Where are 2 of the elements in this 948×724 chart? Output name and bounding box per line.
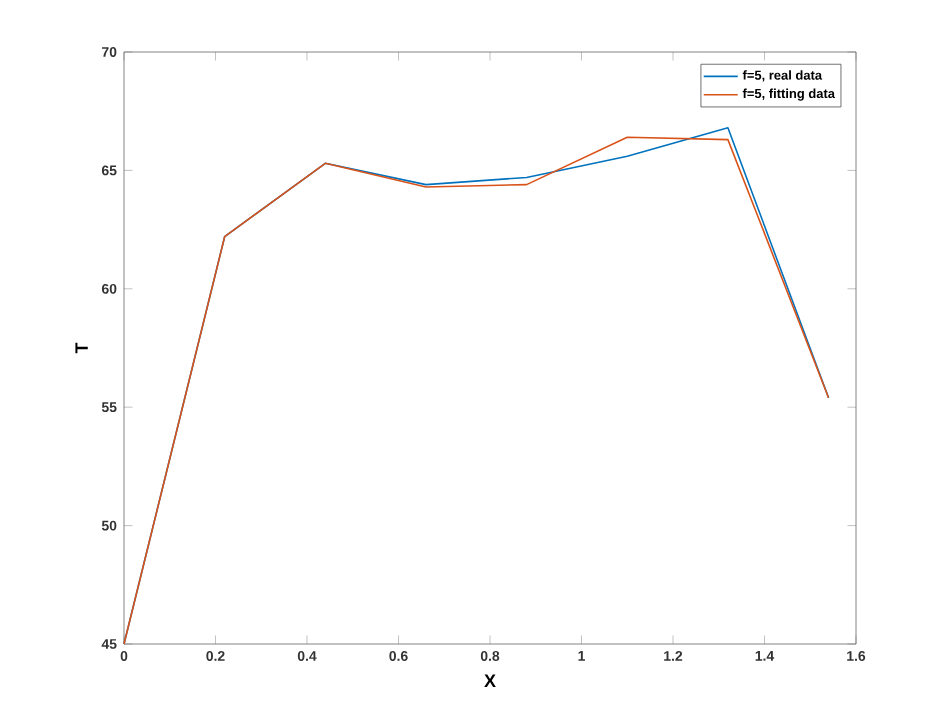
y-axis-title: T [75, 342, 88, 354]
x-axis-title: X [484, 674, 496, 687]
